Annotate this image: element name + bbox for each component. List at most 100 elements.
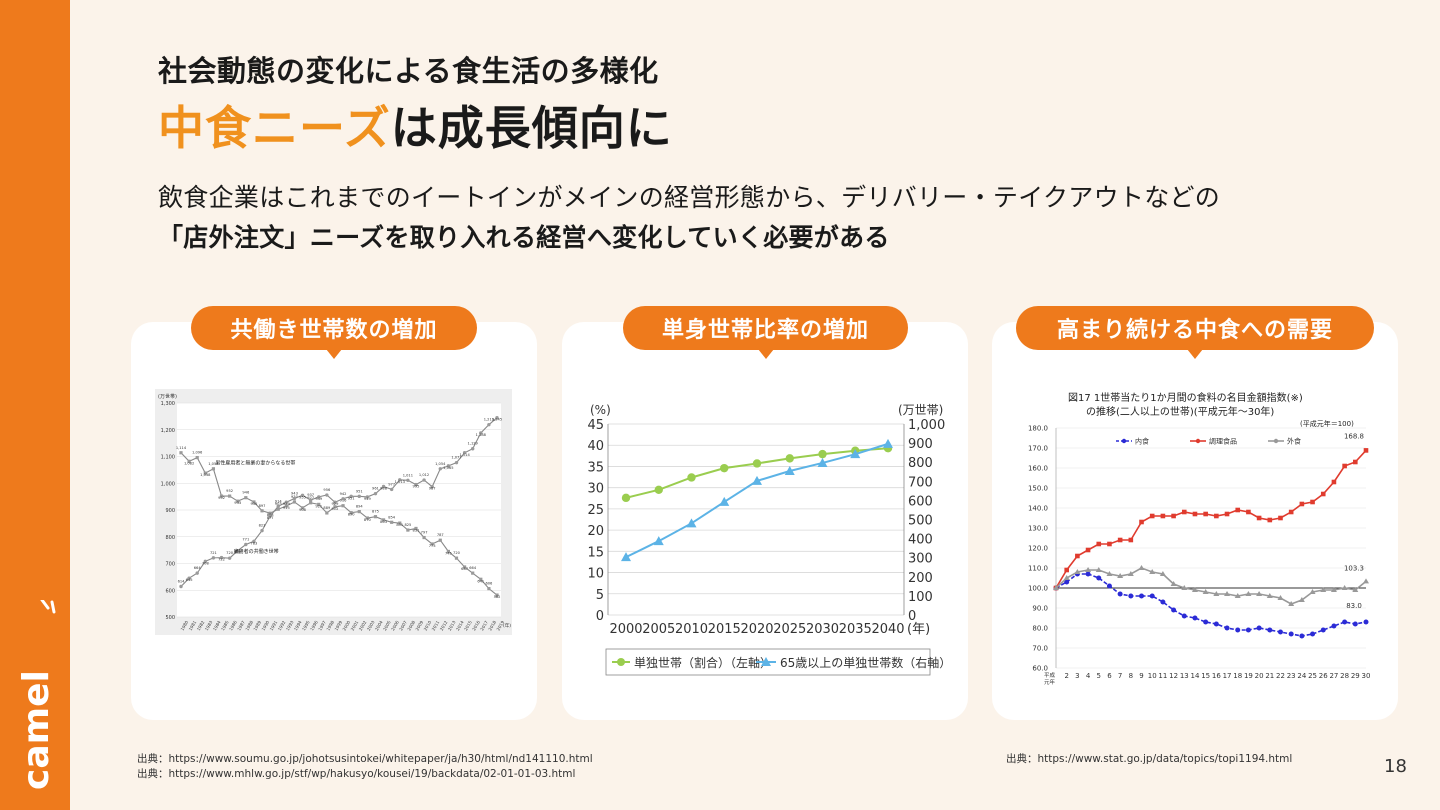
chart1-ytick-label: 1,300 xyxy=(161,401,175,407)
chart1-point xyxy=(228,494,232,498)
chart1-point xyxy=(244,496,248,500)
chart1-data-label: 937 xyxy=(307,493,314,497)
chart3-point xyxy=(1331,479,1337,485)
chart1-data-label: 1,054 xyxy=(435,462,446,466)
chart3-point xyxy=(1181,585,1188,590)
chart2-legend-marker xyxy=(617,658,625,666)
chart1-point xyxy=(292,496,297,501)
chart3-ytick-label: 70.0 xyxy=(1032,645,1048,653)
chart3-point xyxy=(1331,623,1337,629)
chart2-point xyxy=(883,438,893,448)
chart3-ytick-label: 170.0 xyxy=(1028,445,1048,453)
chart1-data-label: 614 xyxy=(178,580,186,584)
chart1-point xyxy=(341,497,345,501)
chart3-point xyxy=(1075,553,1080,559)
chart2-ytick-left: 10 xyxy=(587,567,604,582)
chart2-ytick-left: 45 xyxy=(587,418,604,433)
chart3-ytick-label: 130.0 xyxy=(1028,525,1048,533)
chart1-ytick-label: 1,000 xyxy=(161,481,175,487)
chart2-legend-marker xyxy=(761,657,771,666)
chart2-ytick-left: 20 xyxy=(587,524,604,539)
chart1-x-unit: (年) xyxy=(503,622,511,629)
chart1-point xyxy=(373,491,378,496)
title-accent: 中食ニーズ xyxy=(158,101,391,155)
chart1-xtick-label: 2012 xyxy=(439,619,449,631)
chart1-data-label: 933 xyxy=(234,501,241,505)
chart1-data-label: 961 xyxy=(372,487,379,491)
chart3-xtick-label: 26 xyxy=(1319,672,1328,680)
chart3-point xyxy=(1213,621,1219,627)
section-heading: 社会動態の変化による食生活の多様化 xyxy=(158,54,659,88)
camel-logo-text: camel xyxy=(16,670,57,790)
chart3-point xyxy=(1085,571,1091,577)
chart2-ytick-right: 300 xyxy=(908,552,933,567)
chart3-end-label: 168.8 xyxy=(1344,432,1364,440)
chart2-ytick-left: 30 xyxy=(587,482,604,497)
chart3-xtick-label: 9 xyxy=(1139,672,1143,680)
chart1-point xyxy=(414,482,418,487)
chart3-point xyxy=(1138,565,1145,570)
chart1-xtick-label: 2003 xyxy=(366,619,376,631)
source-link-3[interactable]: 出典：https://www.stat.go.jp/data/topics/to… xyxy=(1006,753,1293,765)
source-link-2[interactable]: 出典：https://www.mhlw.go.jp/stf/wp/hakusyo… xyxy=(137,768,576,780)
chart3-xtick-label: 27 xyxy=(1329,672,1338,680)
chart1-point xyxy=(219,555,224,560)
chart1-point xyxy=(236,499,240,503)
chart3-point xyxy=(1160,599,1166,605)
chart1-point xyxy=(195,455,199,460)
chart1-xtick-label: 1999 xyxy=(333,619,343,631)
source-link-1[interactable]: 出典：https://www.soumu.go.jp/johotsusintok… xyxy=(137,753,593,765)
chart3-point xyxy=(1181,613,1187,619)
chart3-point xyxy=(1139,519,1144,525)
chart3-point xyxy=(1063,575,1070,580)
chart3-point xyxy=(1310,631,1316,637)
card-label-single-household: 単身世帯比率の増加 xyxy=(623,306,908,359)
chart1-ytick-label: 1,200 xyxy=(161,428,175,434)
chart1-data-label: 773 xyxy=(429,544,436,548)
chart3-series-line xyxy=(1055,449,1367,589)
chart1-xtick-label: 1990 xyxy=(261,619,271,631)
chart1-data-label: 952 xyxy=(218,496,225,500)
chart1-xtick-label: 2014 xyxy=(455,619,465,631)
chart3-point xyxy=(1107,541,1112,547)
chart2-ytick-left: 15 xyxy=(587,545,604,560)
chart1-data-label: 722 xyxy=(218,558,225,562)
chart1-point xyxy=(470,447,475,451)
chart3-ytick-label: 150.0 xyxy=(1028,485,1048,493)
chart2-ytick-left: 0 xyxy=(596,609,604,624)
camel-logo-icon: camel xyxy=(16,600,57,790)
chart3-point xyxy=(1341,585,1348,590)
description-line-2: 「店外注文」ニーズを取り入れる経営へ変化していく必要がある xyxy=(158,223,890,252)
chart3-xtick-label: 30 xyxy=(1362,672,1371,680)
chart1-xtick-label: 2002 xyxy=(358,619,368,631)
chart3-point xyxy=(1353,459,1358,465)
chart1-data-label: 889 xyxy=(323,506,331,510)
chart3-legend-label: 内食 xyxy=(1135,437,1149,446)
chart3-ytick-label: 90.0 xyxy=(1032,605,1048,613)
chart3-point xyxy=(1128,593,1134,599)
chart1-point xyxy=(373,515,378,519)
chart3-point xyxy=(1203,511,1208,517)
chart3-xtick-label: 16 xyxy=(1212,672,1221,680)
chart2-ytick-left: 25 xyxy=(587,503,604,518)
chart3-xtick-label: 24 xyxy=(1297,672,1306,680)
chart3-point xyxy=(1288,631,1294,637)
chart1-point xyxy=(349,494,353,499)
chart1-xtick-label: 1987 xyxy=(236,619,246,631)
chart2-ytick-left: 5 xyxy=(596,588,604,603)
brand-sidebar xyxy=(0,0,70,810)
chart1-xtick-label: 2015 xyxy=(463,619,473,631)
chart2-xtick-label: 2000 xyxy=(609,622,642,637)
chart3-legend-marker xyxy=(1121,438,1127,444)
chart3-xtick-label: 17 xyxy=(1223,672,1232,680)
chart2-xtick-label: 2030 xyxy=(806,622,839,637)
chart3-point xyxy=(1074,569,1081,574)
chart1-ytick-label: 800 xyxy=(165,535,175,541)
chart3-ytick-label: 120.0 xyxy=(1028,545,1048,553)
chart2-ytick-right: 600 xyxy=(908,494,933,509)
chart1-xtick-label: 2018 xyxy=(487,619,497,631)
chart1-data-label: 1,188 xyxy=(476,433,487,437)
chart1-data-label: 1,065 xyxy=(443,466,453,470)
chart1-data-label: 720 xyxy=(226,551,234,555)
chart1-data-label: 1,219 xyxy=(484,418,495,422)
